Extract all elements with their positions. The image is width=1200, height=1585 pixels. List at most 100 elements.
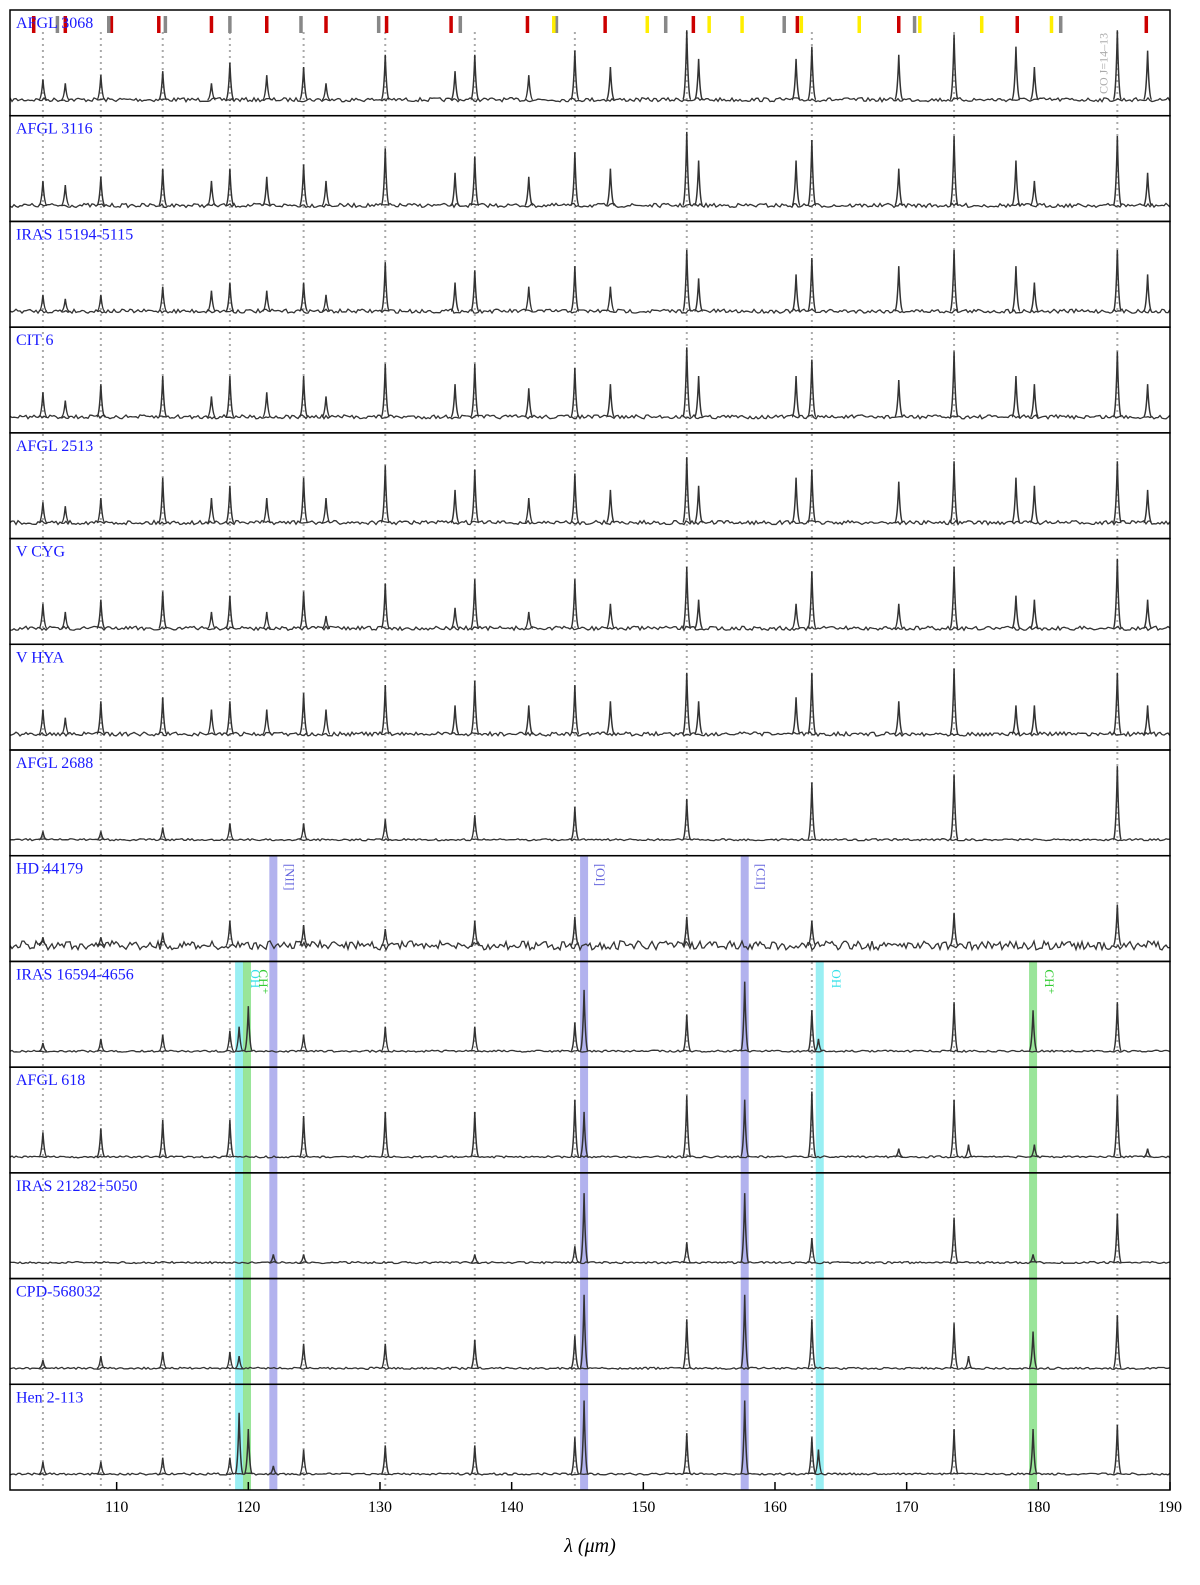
noise bbox=[9, 413, 1171, 420]
spectral-peak bbox=[321, 294, 331, 312]
spectral-peak bbox=[157, 168, 168, 207]
panel-label: AFGL 3068 bbox=[16, 15, 93, 32]
spectral-peak bbox=[739, 1294, 750, 1370]
spectral-peak bbox=[470, 815, 480, 841]
spectral-peak bbox=[450, 384, 460, 418]
spectral-peak bbox=[38, 709, 48, 735]
spectral-peak bbox=[1011, 375, 1021, 418]
band-label: [NII] bbox=[282, 864, 297, 891]
spectral-peak bbox=[1112, 351, 1123, 418]
spectral-peak bbox=[450, 607, 460, 630]
spectral-peak bbox=[524, 75, 534, 101]
spectral-peak bbox=[1142, 274, 1153, 312]
spectral-peak bbox=[605, 384, 616, 418]
co-label: CO J=14–13 bbox=[1096, 33, 1110, 94]
spectral-peak bbox=[894, 54, 904, 101]
spectral-peak bbox=[158, 1457, 168, 1475]
spectral-peak bbox=[61, 611, 70, 630]
noise bbox=[9, 1049, 1171, 1053]
spectral-peak bbox=[807, 1238, 817, 1264]
spectral-peak bbox=[1112, 1213, 1123, 1264]
band bbox=[1029, 961, 1038, 1490]
x-tick-label: 130 bbox=[368, 1499, 392, 1516]
panel-frame bbox=[9, 220, 1171, 328]
spectral-peak bbox=[682, 1319, 692, 1370]
spectral-peak bbox=[299, 282, 309, 312]
spectral-peak bbox=[299, 823, 308, 841]
spectral-peak bbox=[380, 819, 390, 841]
plot-layer: CO J=14–13 AFGL 3068 AFGL 3116 IRAS 15194-5… bbox=[9, 9, 1182, 1516]
spectral-peak bbox=[570, 1099, 580, 1158]
spectral-peak bbox=[298, 375, 309, 418]
spectral-peak bbox=[949, 566, 959, 630]
spectral-peak bbox=[791, 477, 801, 524]
spectral-peak bbox=[949, 1002, 959, 1052]
spectral-peak bbox=[298, 66, 309, 101]
spectral-peak bbox=[61, 298, 70, 312]
spectral-peak bbox=[225, 375, 235, 418]
spectral-peak bbox=[964, 1355, 973, 1370]
spectral-peak bbox=[949, 461, 959, 524]
spectral-peak bbox=[96, 1355, 106, 1370]
spectral-peak bbox=[682, 1433, 692, 1475]
spectral-peak bbox=[243, 1006, 254, 1052]
spectral-peak bbox=[682, 798, 692, 841]
spectral-peak bbox=[949, 1429, 959, 1475]
spectral-peak bbox=[1143, 705, 1153, 735]
spectral-peak bbox=[894, 1148, 903, 1158]
spectral-peak bbox=[1011, 477, 1021, 524]
spectral-peak bbox=[807, 1319, 817, 1370]
spectral-peak bbox=[321, 83, 331, 101]
spectral-peak bbox=[1112, 1002, 1123, 1052]
spectral-peak bbox=[1029, 180, 1039, 207]
spectral-peak bbox=[570, 806, 580, 841]
spectral-peak bbox=[524, 176, 534, 207]
noise bbox=[9, 938, 1171, 952]
spectral-peak bbox=[262, 611, 272, 630]
spectral-peak bbox=[949, 1099, 959, 1158]
spectral-peak bbox=[1028, 1429, 1038, 1475]
panel-label: V HYA bbox=[16, 649, 65, 666]
panel-label: V CYG bbox=[16, 544, 65, 561]
spectral-peak bbox=[61, 506, 70, 524]
panel-label: HD 44179 bbox=[16, 861, 83, 878]
spectral-peak bbox=[321, 615, 331, 630]
spectral-peak bbox=[450, 172, 460, 207]
spectral-peak bbox=[470, 1445, 480, 1475]
spectral-peak bbox=[682, 457, 692, 524]
spectral-peak bbox=[1142, 384, 1153, 418]
spectral-peak bbox=[96, 294, 106, 312]
spectral-peak bbox=[225, 485, 235, 524]
spectral-peak bbox=[524, 388, 534, 418]
spectral-peak bbox=[693, 701, 704, 735]
spectral-peak bbox=[1011, 705, 1021, 735]
spectral-peak bbox=[96, 498, 106, 524]
spectral-peak bbox=[96, 831, 106, 841]
spectral-peak bbox=[1112, 30, 1123, 101]
spectral-peak bbox=[262, 75, 272, 101]
spectral-peak bbox=[470, 680, 480, 735]
noise bbox=[9, 730, 1171, 738]
spectral-peak bbox=[1112, 904, 1123, 947]
spectral-peak bbox=[262, 498, 272, 524]
spectral-peak bbox=[807, 782, 817, 841]
spectral-peak bbox=[38, 1132, 48, 1158]
spectral-peak bbox=[470, 1254, 479, 1264]
spectral-peak bbox=[269, 1465, 278, 1475]
spectral-peak bbox=[570, 1335, 580, 1370]
spectral-peak bbox=[1029, 384, 1040, 418]
spectral-peak bbox=[207, 180, 216, 207]
spectral-peak bbox=[380, 1026, 390, 1052]
spectral-peak bbox=[606, 603, 615, 630]
spectral-peak bbox=[524, 498, 534, 524]
spectral-peak bbox=[1028, 1331, 1038, 1370]
spectral-peak bbox=[158, 933, 167, 947]
spectral-peak bbox=[693, 58, 704, 101]
spectral-peak bbox=[524, 611, 534, 630]
spectral-peak bbox=[807, 1010, 817, 1052]
spectral-peak bbox=[1011, 46, 1021, 101]
spectral-peak bbox=[234, 1355, 244, 1370]
spectral-peak bbox=[380, 1445, 390, 1475]
spectral-peak bbox=[380, 1343, 390, 1370]
spectral-peak bbox=[1029, 485, 1040, 524]
